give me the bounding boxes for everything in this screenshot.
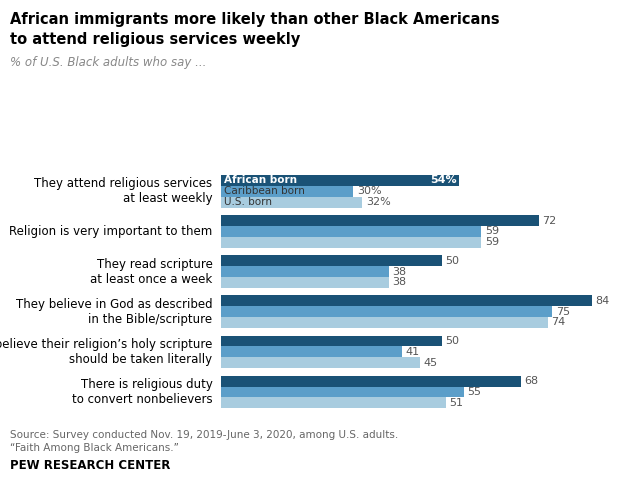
Text: African immigrants more likely than other Black Americans: African immigrants more likely than othe… [10, 12, 499, 27]
Text: 51: 51 [450, 398, 463, 408]
Text: 50: 50 [445, 336, 460, 346]
Bar [221, 277, 388, 288]
Text: 41: 41 [406, 347, 420, 357]
Text: 32%: 32% [365, 197, 390, 207]
Bar [221, 317, 548, 328]
Bar [221, 335, 442, 347]
Bar [221, 215, 539, 226]
Text: Caribbean born: Caribbean born [225, 186, 305, 196]
Bar [221, 386, 464, 398]
Text: 45: 45 [423, 358, 437, 367]
Text: 50: 50 [445, 256, 460, 266]
Bar [221, 347, 402, 357]
Bar [221, 357, 420, 368]
Bar [221, 237, 481, 248]
Bar [221, 226, 481, 237]
Text: PEW RESEARCH CENTER: PEW RESEARCH CENTER [10, 459, 170, 472]
Text: African born: African born [225, 175, 298, 186]
Bar [221, 186, 353, 197]
Bar [221, 376, 521, 386]
Text: 38: 38 [392, 278, 406, 287]
Bar [221, 175, 460, 186]
Bar [221, 306, 552, 317]
Text: 68: 68 [525, 376, 539, 386]
Bar [221, 295, 592, 306]
Text: 38: 38 [392, 266, 406, 277]
Text: 75: 75 [556, 307, 570, 317]
Text: 59: 59 [485, 237, 499, 247]
Text: 54%: 54% [431, 175, 457, 186]
Text: % of U.S. Black adults who say ...: % of U.S. Black adults who say ... [10, 56, 206, 69]
Text: Source: Survey conducted Nov. 19, 2019-June 3, 2020, among U.S. adults.: Source: Survey conducted Nov. 19, 2019-J… [10, 430, 398, 440]
Bar [221, 197, 362, 208]
Text: 30%: 30% [357, 186, 381, 196]
Bar [221, 398, 446, 408]
Text: 55: 55 [467, 387, 481, 397]
Text: 84: 84 [595, 296, 610, 306]
Text: to attend religious services weekly: to attend religious services weekly [10, 32, 300, 47]
Text: “Faith Among Black Americans.”: “Faith Among Black Americans.” [10, 443, 179, 453]
Text: 74: 74 [551, 317, 566, 328]
Bar [221, 266, 388, 277]
Text: 59: 59 [485, 226, 499, 236]
Text: 72: 72 [542, 216, 557, 226]
Text: U.S. born: U.S. born [225, 197, 273, 207]
Bar [221, 255, 442, 266]
